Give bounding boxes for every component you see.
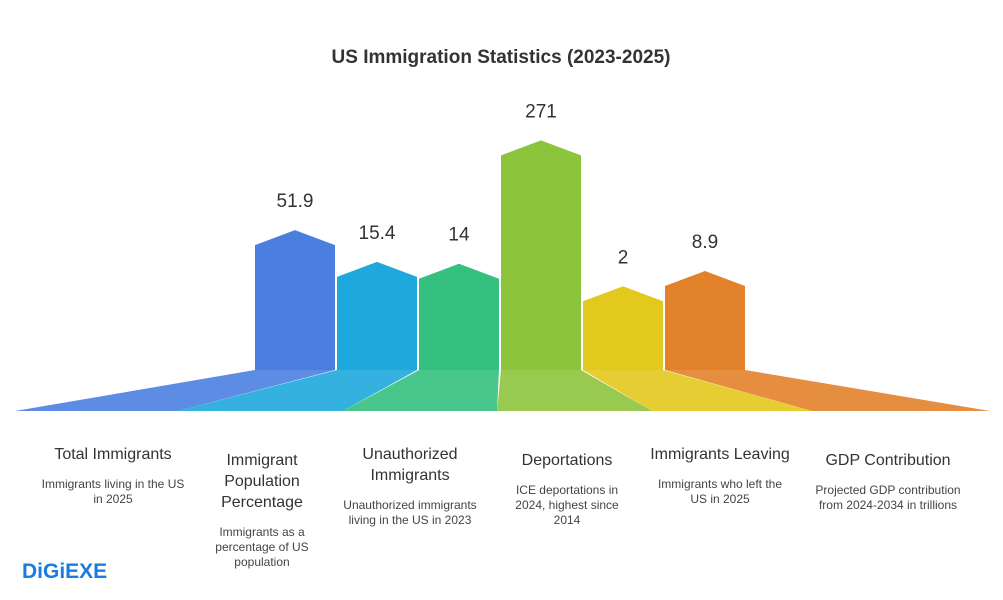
bar — [501, 140, 581, 370]
value-label: 14 — [448, 225, 470, 246]
chart-title: US Immigration Statistics (2023-2025) — [332, 47, 671, 68]
category-label: Deportations — [521, 452, 613, 469]
category-description: Immigrants who left the US in 2025 — [657, 477, 783, 506]
category-block: Deportations ICE deportations in 2024, hi… — [502, 450, 632, 528]
fan-base — [343, 370, 499, 411]
category-description: Projected GDP contribution from 2024-203… — [815, 483, 961, 512]
bar — [255, 230, 335, 370]
category-description: ICE deportations in 2024, highest since … — [515, 483, 619, 527]
category-label: Unauthorized Immigrants — [362, 446, 458, 484]
category-label: Immigrants Leaving — [650, 446, 790, 463]
bar — [583, 286, 663, 370]
category-label: GDP Contribution — [825, 452, 951, 469]
category-block: GDP Contribution Projected GDP contributi… — [808, 450, 968, 513]
category-block: Unauthorized Immigrants Unauthorized immi… — [340, 444, 480, 528]
category-label: Immigrant Population Percentage — [221, 452, 303, 511]
category-label: Total Immigrants — [54, 446, 172, 463]
value-label: 15.4 — [359, 223, 396, 244]
fan-base — [583, 370, 812, 411]
value-label: 8.9 — [692, 232, 718, 253]
category-block: Total Immigrants Immigrants living in the… — [38, 444, 188, 507]
fan-base — [15, 370, 335, 411]
bar — [419, 263, 499, 370]
category-description: Immigrants living in the US in 2025 — [41, 477, 185, 506]
fan-base — [665, 370, 990, 411]
value-label: 271 — [525, 101, 557, 122]
fan-base — [178, 370, 417, 411]
value-label: 51.9 — [277, 191, 314, 212]
category-description: Immigrants as a percentage of US populat… — [215, 525, 309, 569]
fan-base — [497, 370, 652, 411]
brand-logo: DiGiEXE — [22, 560, 108, 583]
category-block: Immigrants Leaving Immigrants who left th… — [650, 444, 790, 507]
bar — [665, 271, 745, 370]
category-description: Unauthorized immigrants living in the US… — [343, 498, 477, 527]
bar — [337, 261, 417, 370]
value-label: 2 — [618, 247, 629, 268]
category-block: Immigrant Population Percentage Immigrant… — [202, 450, 322, 570]
